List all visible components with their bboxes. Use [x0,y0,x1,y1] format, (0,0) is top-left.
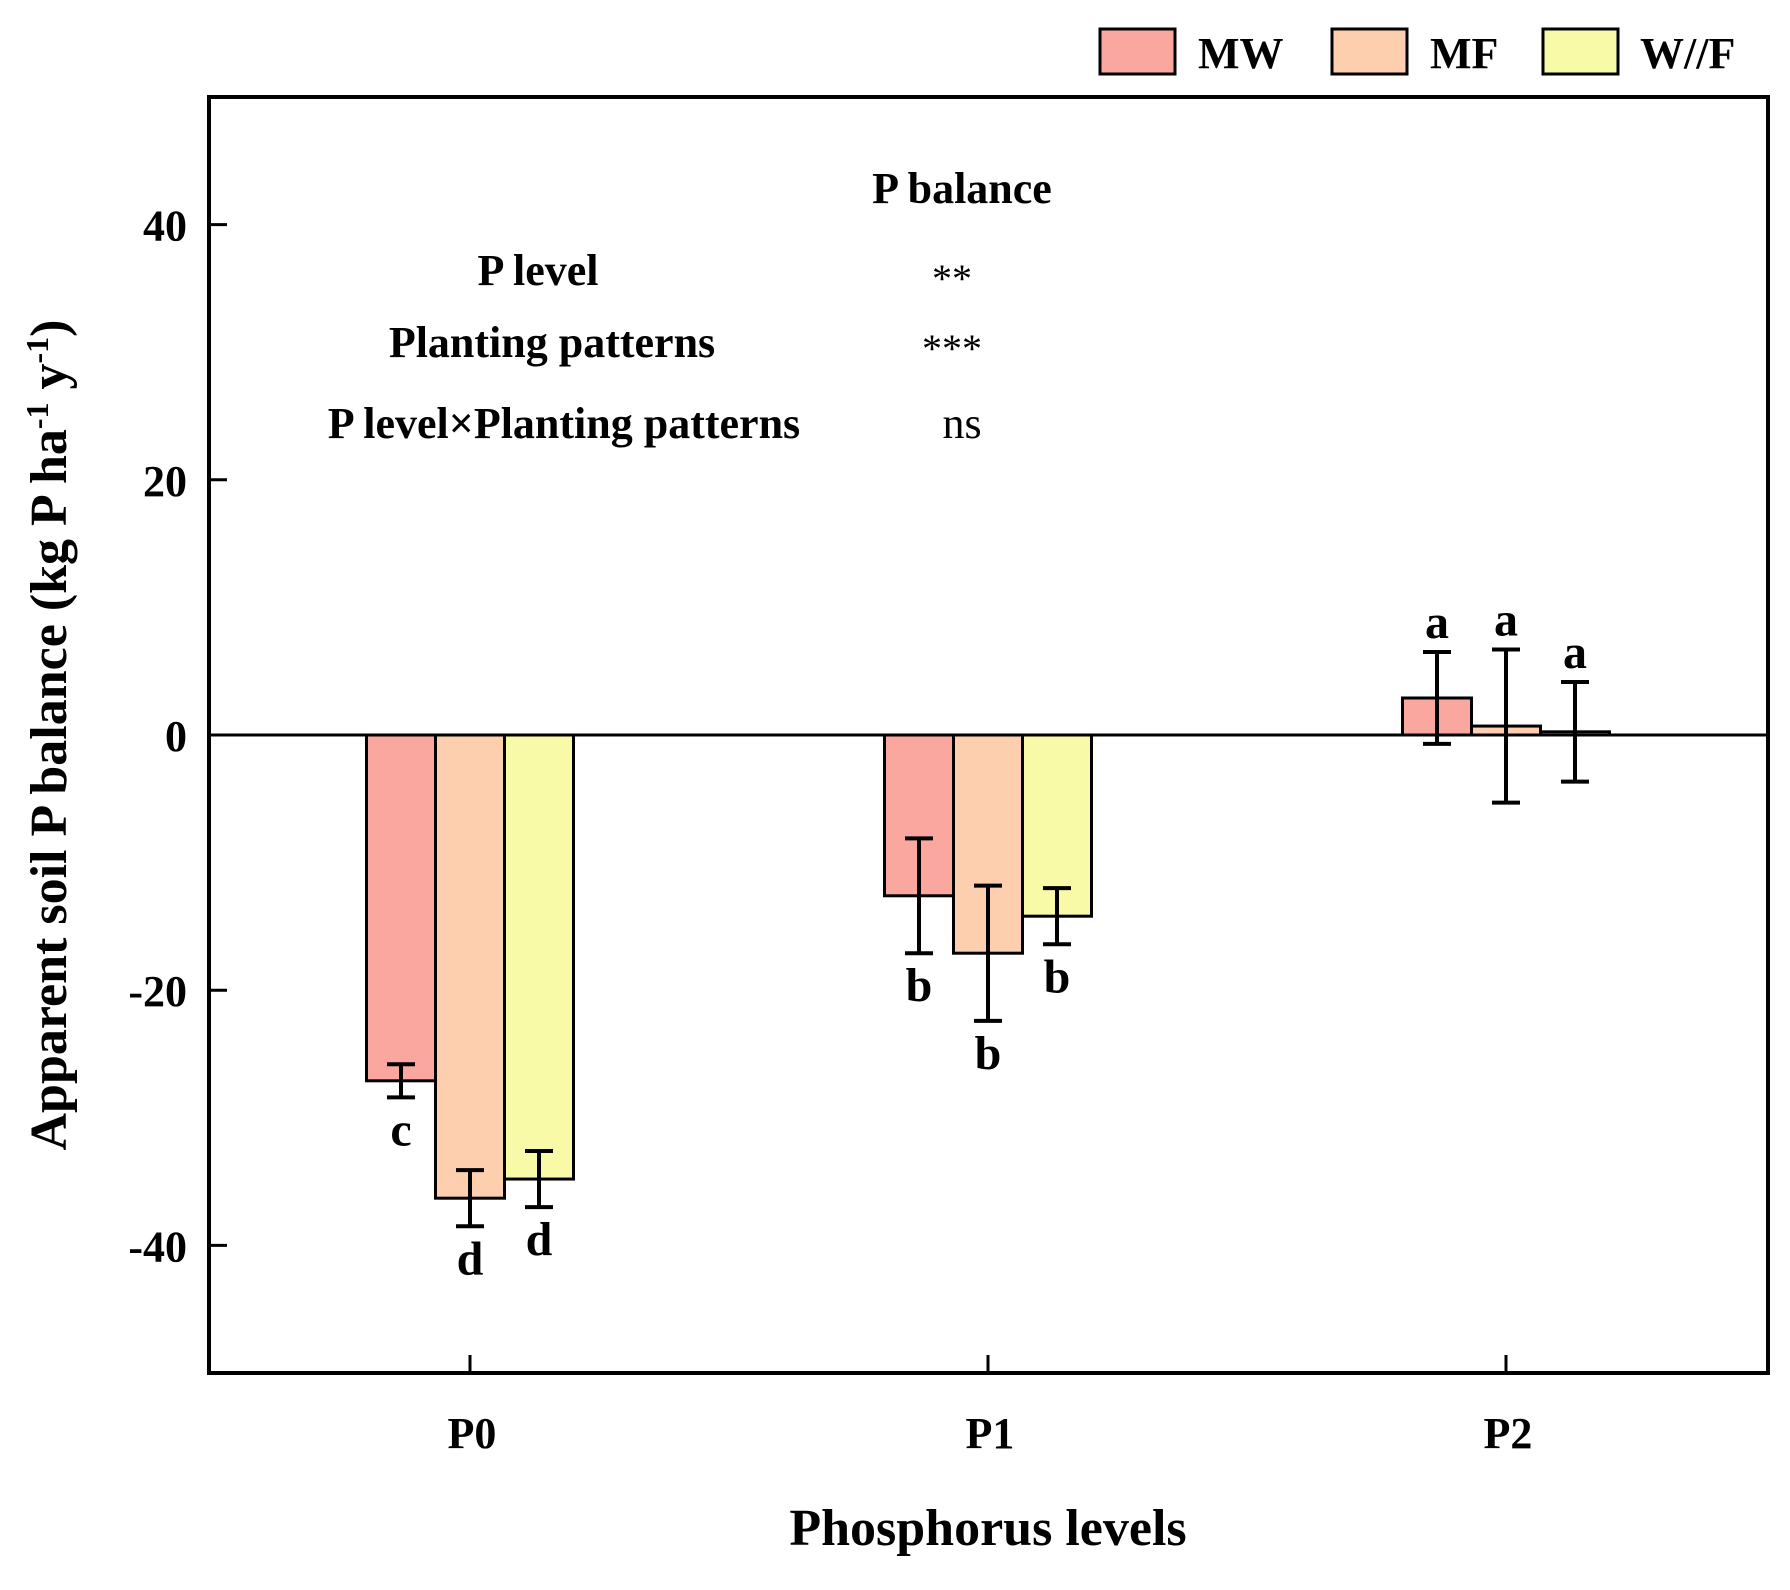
x-tick-label: P1 [966,1409,1015,1458]
factor-planting-patterns: Planting patterns [389,318,715,367]
significance-letter: d [457,1232,484,1285]
legend-swatch-mf [1330,27,1409,76]
y-axis-label: Apparent soil P balance (kg P ha-1 y-1) [19,319,78,1150]
legend-swatch-mw [1098,27,1177,76]
y-tick-label: -20 [128,967,187,1016]
y-axis-label-mid: y [21,363,78,402]
bar [434,733,506,1200]
y-axis-ticks: -40 -20 0 20 40 [128,202,227,1271]
bar [1021,733,1093,918]
significance-table-header: P balance [872,164,1052,213]
x-axis-ticks: P0 P1 P2 [448,1355,1533,1458]
y-tick-label: 40 [143,202,187,251]
legend-label-mf: MF [1430,29,1498,78]
significance-letter: b [906,959,933,1012]
significance-letter: a [1425,596,1449,649]
legend-label-mw: MW [1198,29,1284,78]
y-tick-label: -40 [128,1222,187,1271]
y-tick-label: 0 [165,712,187,761]
factor-interaction: P level×Planting patterns [328,399,800,448]
legend-label-wf: W//F [1640,29,1735,78]
y-axis-label-end: ) [21,319,78,336]
significance-letter: b [975,1027,1002,1080]
x-tick-label: P0 [448,1409,497,1458]
y-axis-label-sup1: -1 [19,402,55,429]
y-tick-label: 20 [143,457,187,506]
significance-letter: a [1563,626,1587,679]
x-tick-label: P2 [1484,1409,1533,1458]
bar [503,733,575,1181]
significance-planting-patterns: *** [922,326,982,371]
significance-interaction: ns [942,399,981,448]
legend-swatch-wf [1541,27,1620,76]
significance-table: P balance P level ** Planting patterns *… [328,164,1052,448]
significance-letter: c [390,1103,411,1156]
bar [365,733,437,1083]
x-axis-label: Phosphorus levels [789,1500,1186,1557]
error-bars-layer [387,647,1589,1229]
significance-letters-layer: c b a d b a d b a [390,594,1587,1286]
y-axis-label-sup2: -1 [19,337,55,364]
factor-p-level: P level [478,246,599,295]
significance-letter: b [1044,950,1071,1003]
significance-letter: a [1494,594,1518,647]
y-axis-label-main: Apparent soil P balance (kg P ha [21,429,78,1150]
significance-p-level: ** [932,256,972,301]
legend: MW MF W//F [1098,27,1735,78]
significance-letter: d [526,1213,553,1266]
